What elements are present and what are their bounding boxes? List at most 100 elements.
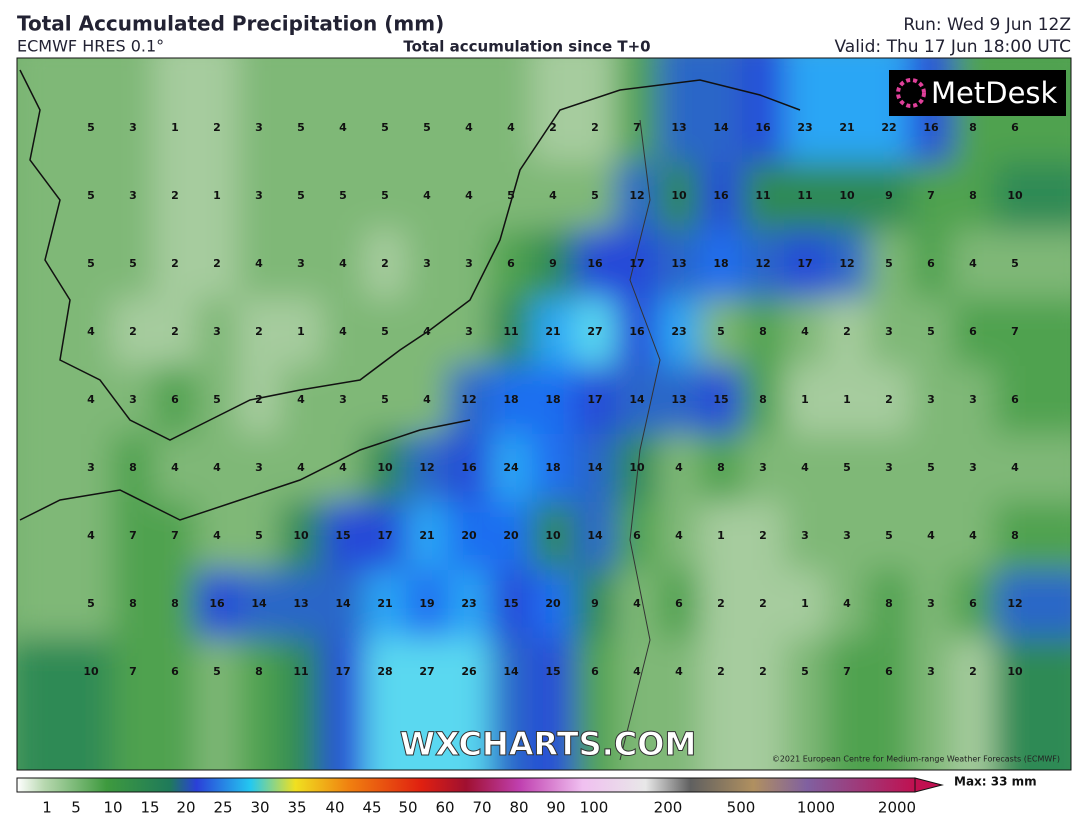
precip-cell <box>364 638 406 770</box>
precip-cell <box>784 162 826 230</box>
precip-cell <box>364 434 406 502</box>
grid-value: 2 <box>717 597 725 610</box>
grid-value: 16 <box>209 597 225 610</box>
grid-value: 28 <box>377 665 392 678</box>
precip-cell <box>490 230 532 298</box>
precip-cell <box>952 298 994 366</box>
grid-value: 6 <box>969 597 977 610</box>
grid-value: 2 <box>213 257 221 270</box>
colorbar-label: 70 <box>472 799 491 817</box>
grid-value: 10 <box>293 529 309 542</box>
precip-cell <box>700 298 742 366</box>
grid-value: 10 <box>545 529 561 542</box>
precip-cell <box>364 162 406 230</box>
precip-cell <box>616 434 658 502</box>
grid-value: 4 <box>87 393 95 406</box>
grid-value: 6 <box>507 257 515 270</box>
precip-cell <box>322 502 364 570</box>
logo-icon <box>896 78 926 108</box>
precip-cell <box>784 570 826 638</box>
precip-cell <box>616 298 658 366</box>
grid-value: 18 <box>503 393 518 406</box>
grid-value: 4 <box>969 257 977 270</box>
precip-cell <box>700 638 742 770</box>
grid-value: 4 <box>633 665 641 678</box>
grid-value: 16 <box>923 121 939 134</box>
grid-value: 23 <box>461 597 476 610</box>
precip-cell <box>448 298 490 366</box>
grid-value: 8 <box>129 461 137 474</box>
precip-cell <box>406 638 448 770</box>
grid-value: 8 <box>171 597 179 610</box>
grid-value: 15 <box>335 529 350 542</box>
precip-cell <box>868 298 910 366</box>
grid-value: 7 <box>171 529 179 542</box>
grid-value: 6 <box>633 529 641 542</box>
grid-value: 4 <box>969 529 977 542</box>
grid-value: 5 <box>1011 257 1019 270</box>
colorbar-label: 25 <box>213 799 232 817</box>
grid-value: 15 <box>713 393 728 406</box>
precip-cell <box>658 298 700 366</box>
grid-value: 20 <box>461 529 477 542</box>
precip-cell <box>910 434 952 502</box>
precip-cell <box>490 502 532 570</box>
grid-value: 4 <box>465 121 473 134</box>
precip-cell <box>238 434 280 502</box>
colorbar-label: 100 <box>580 799 609 817</box>
grid-value: 5 <box>381 121 389 134</box>
grid-value: 18 <box>713 257 728 270</box>
colorbar-label: 35 <box>287 799 306 817</box>
grid-value: 7 <box>1011 325 1019 338</box>
grid-value: 6 <box>591 665 599 678</box>
precip-cell <box>700 502 742 570</box>
precip-cell <box>952 230 994 298</box>
precip-cell <box>448 502 490 570</box>
precip-cell <box>952 162 994 230</box>
colorbar-label: 20 <box>176 799 195 817</box>
precip-cell <box>448 230 490 298</box>
grid-value: 5 <box>423 121 431 134</box>
precip-cell <box>952 638 994 770</box>
grid-value: 3 <box>129 121 137 134</box>
watermark: WXCHARTS.COM <box>400 725 697 763</box>
precip-cell <box>826 230 868 298</box>
precip-cell <box>112 366 154 434</box>
grid-value: 4 <box>927 529 935 542</box>
precip-cell <box>658 366 700 434</box>
grid-value: 3 <box>927 597 935 610</box>
precip-cell <box>17 502 112 570</box>
precip-cell <box>490 638 532 770</box>
grid-value: 2 <box>255 393 263 406</box>
precip-cell <box>364 298 406 366</box>
grid-value: 17 <box>377 529 392 542</box>
precip-cell <box>322 434 364 502</box>
precip-cell <box>406 230 448 298</box>
grid-value: 3 <box>927 665 935 678</box>
grid-value: 14 <box>713 121 729 134</box>
precip-cell <box>574 230 616 298</box>
precip-cell <box>112 298 154 366</box>
grid-value: 10 <box>83 665 99 678</box>
grid-value: 23 <box>671 325 686 338</box>
grid-value: 2 <box>885 393 893 406</box>
precip-cell <box>238 162 280 230</box>
grid-value: 18 <box>545 461 560 474</box>
precip-cell <box>490 298 532 366</box>
grid-value: 23 <box>797 121 812 134</box>
grid-value: 2 <box>969 665 977 678</box>
precip-cell <box>910 230 952 298</box>
grid-value: 3 <box>339 393 347 406</box>
colorbar-label: 2000 <box>878 799 916 817</box>
precip-cell <box>196 434 238 502</box>
precip-cell <box>322 162 364 230</box>
precip-cell <box>700 570 742 638</box>
precip-cell <box>826 434 868 502</box>
precip-cell <box>532 638 574 770</box>
precip-cell <box>17 570 112 638</box>
grid-value: 21 <box>839 121 854 134</box>
grid-value: 16 <box>461 461 477 474</box>
grid-value: 13 <box>671 257 686 270</box>
grid-value: 16 <box>629 325 645 338</box>
grid-value: 5 <box>87 189 95 202</box>
